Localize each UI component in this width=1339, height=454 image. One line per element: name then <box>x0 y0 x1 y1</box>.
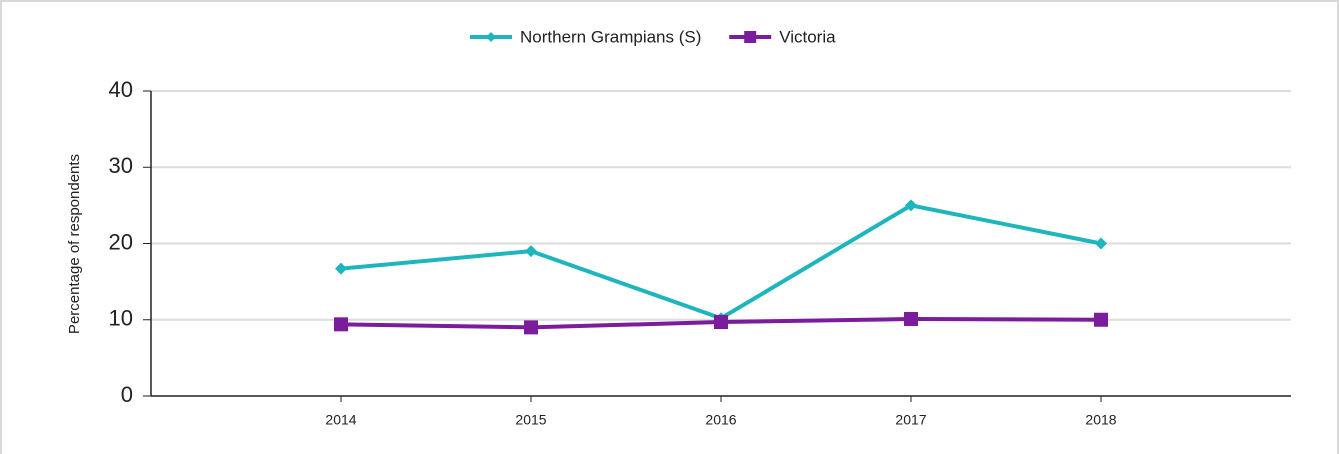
point <box>525 245 537 258</box>
x-tick-label: 2016 <box>705 412 736 428</box>
legend-label: Victoria <box>779 27 836 46</box>
point <box>524 320 538 335</box>
point <box>334 317 348 332</box>
point <box>335 262 347 275</box>
point <box>1095 237 1107 250</box>
point <box>1094 312 1108 327</box>
x-tick-label: 2015 <box>515 412 546 428</box>
x-tick-label: 2018 <box>1085 412 1116 428</box>
y-tick-label: 10 <box>109 306 133 331</box>
legend-marker <box>744 31 757 43</box>
point <box>714 315 728 330</box>
y-axis-label: Percentage of respondents <box>66 154 83 334</box>
y-tick-label: 30 <box>109 153 133 178</box>
point <box>905 199 917 212</box>
legend-marker <box>486 32 496 42</box>
y-tick-label: 0 <box>121 382 133 407</box>
y-tick-label: 40 <box>109 77 133 102</box>
x-tick-label: 2014 <box>325 412 356 428</box>
y-tick-label: 20 <box>109 229 133 254</box>
point <box>904 311 918 326</box>
x-tick-label: 2017 <box>895 412 926 428</box>
legend-label: Northern Grampians (S) <box>520 27 701 46</box>
